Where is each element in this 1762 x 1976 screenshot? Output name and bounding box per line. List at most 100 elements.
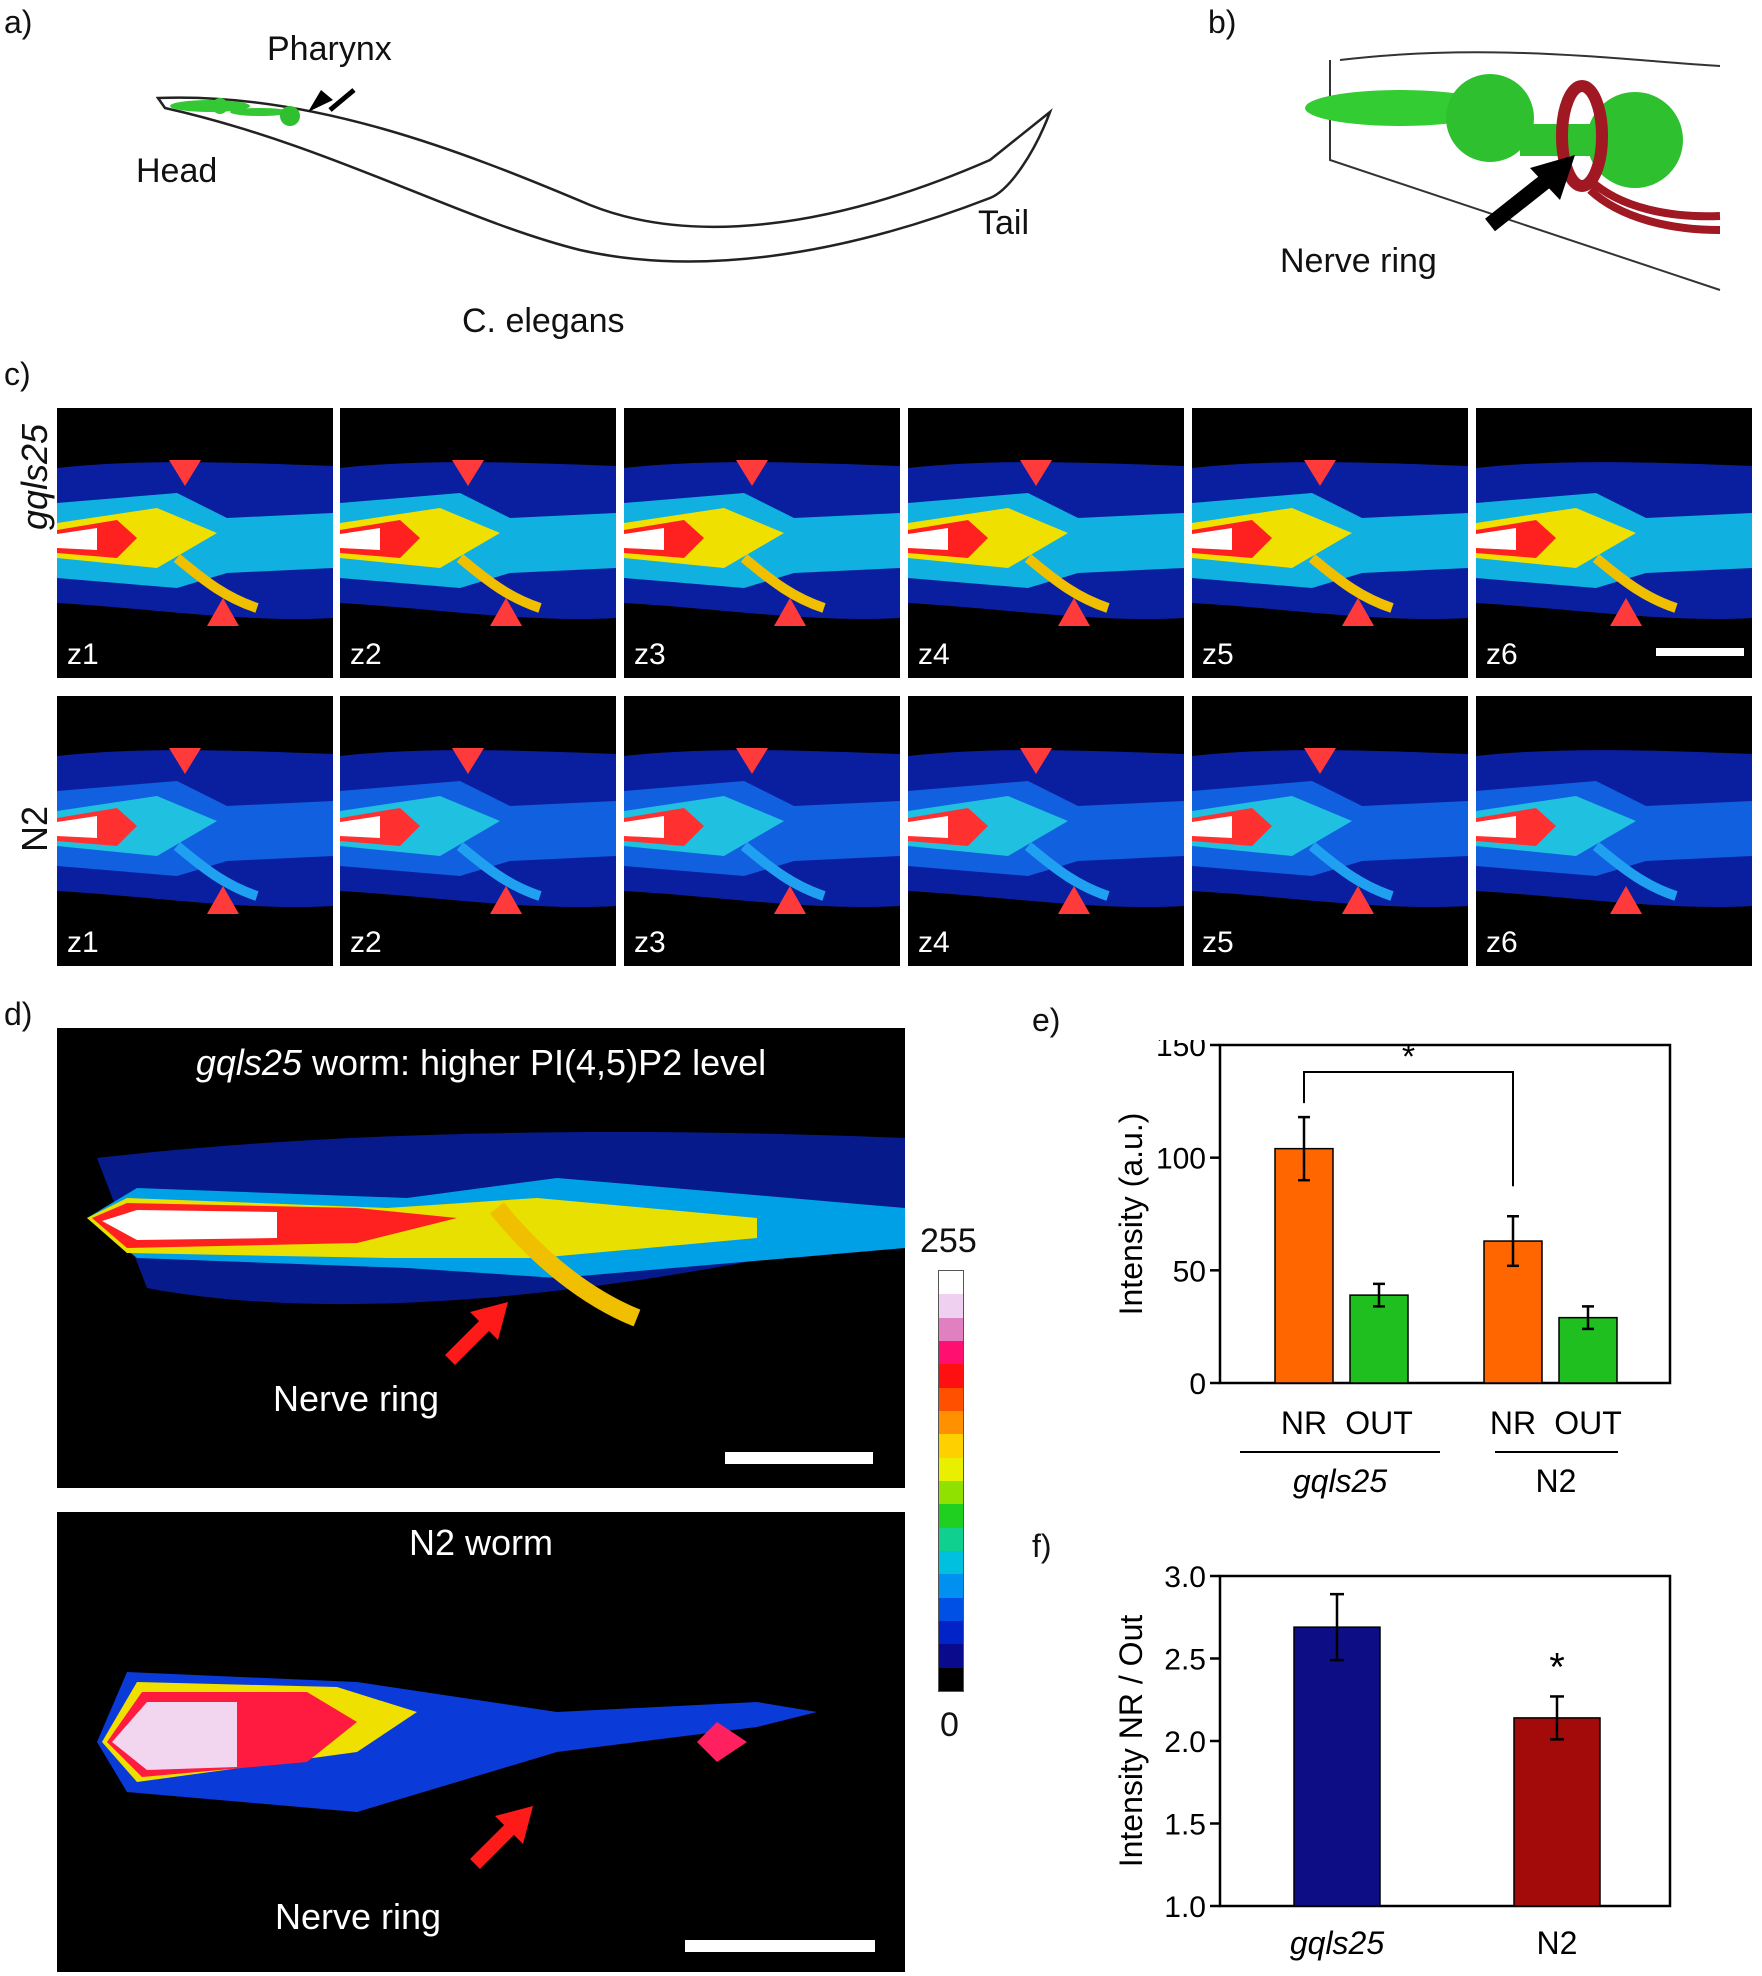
n2-image-title: N2 worm	[408, 1522, 554, 1563]
y-axis-label: Intensity (a.u.)	[1113, 1113, 1149, 1316]
pharynx-shape	[170, 98, 300, 126]
panel-c-letter: c)	[4, 356, 31, 392]
x-tick-label: NR	[1281, 1405, 1327, 1441]
colorbar-step	[939, 1574, 963, 1599]
zslice-image	[340, 748, 616, 914]
nerve-ring-schematic	[1305, 51, 1721, 291]
zslice-n2-z6: z6	[1476, 696, 1752, 966]
plot-frame	[1218, 1043, 1672, 1385]
zslice-image	[908, 460, 1184, 626]
bar	[1349, 1294, 1409, 1384]
bar	[1274, 1147, 1334, 1384]
y-tick-label: 2.5	[1164, 1644, 1206, 1677]
worm-schematic	[155, 88, 1053, 263]
y-tick-label: 1.5	[1164, 1809, 1206, 1842]
zslice-gqls25-z4: z4	[908, 408, 1184, 678]
zslice-image	[1192, 460, 1468, 626]
y-axis-label: Intensity NR / Out	[1113, 1615, 1149, 1868]
gqls25-fluorescence	[87, 1132, 905, 1327]
colorbar-step	[939, 1387, 963, 1412]
pharynx-label: Pharynx	[267, 30, 392, 68]
colorbar	[938, 1270, 964, 1692]
panel-f-letter: f)	[1032, 1528, 1052, 1564]
y-tick-label: 100	[1156, 1143, 1206, 1176]
zslice-label: z2	[350, 638, 382, 671]
zslice-gqls25-z1: z1	[57, 408, 333, 678]
nerve-ring-arrow-bottom	[470, 1806, 533, 1869]
zslice-n2-z2: z2	[340, 696, 616, 966]
zslice-gqls25-z3: z3	[624, 408, 900, 678]
y-tick-label: 2.0	[1164, 1726, 1206, 1759]
colorbar-step	[939, 1551, 963, 1575]
colorbar-step	[939, 1294, 963, 1319]
zslice-label: z4	[918, 638, 950, 671]
colorbar-step	[939, 1317, 963, 1342]
zslice-gqls25-z2: z2	[340, 408, 616, 678]
colorbar-min-label: 0	[940, 1706, 959, 1744]
gqls25-worm-image: gqls25 worm: higher PI(4,5)P2 level Nerv…	[57, 1028, 905, 1488]
y-tick-label: 1.0	[1164, 1891, 1206, 1924]
nerve-ring-label-b: Nerve ring	[1280, 242, 1437, 280]
nerve-ring-label-top: Nerve ring	[273, 1378, 440, 1419]
zslice-label: z5	[1202, 926, 1234, 959]
panel-b-letter: b)	[1208, 4, 1237, 40]
zslice-gqls25-z5: z5	[1192, 408, 1468, 678]
zslice-n2-z5: z5	[1192, 696, 1468, 966]
significance-bracket	[1303, 1071, 1514, 1187]
zslice-image	[624, 460, 900, 626]
chart-f: 1.0 1.5 2.0 2.5 3.0 Intensity NR / Out gqls25 N…	[1113, 1561, 1672, 1961]
bar	[1513, 1717, 1601, 1907]
zslice-n2-z1: z1	[57, 696, 333, 966]
tail-label: Tail	[978, 204, 1030, 242]
significance-marker: *	[1549, 1645, 1565, 1689]
zslice-n2-z3: z3	[624, 696, 900, 966]
row-label-gqls25: gqls25	[14, 423, 55, 530]
zslice-image	[908, 748, 1184, 914]
colorbar-step	[939, 1341, 963, 1365]
panel-e-letter: e)	[1032, 1002, 1061, 1038]
colorbar-step	[939, 1457, 963, 1482]
plot-frame	[1218, 1574, 1672, 1908]
colorbar-step	[939, 1481, 963, 1505]
nerve-ring-arrow-top	[445, 1302, 508, 1365]
colorbar-step	[939, 1364, 963, 1389]
group-label: gqls25	[1293, 1463, 1388, 1499]
group-label: N2	[1536, 1463, 1577, 1499]
scale-bar-bottom	[685, 1940, 875, 1952]
n2-worm-image: N2 worm Nerve ring	[57, 1512, 905, 1972]
colorbar-step	[939, 1527, 963, 1552]
zslice-label: z5	[1202, 638, 1234, 671]
zslice-image	[1476, 750, 1752, 914]
zslice-image	[1192, 748, 1468, 914]
zslice-image	[624, 748, 900, 914]
y-tick-label: 0	[1189, 1368, 1206, 1401]
zslice-image	[57, 460, 333, 626]
organism-label: C. elegans	[462, 302, 625, 340]
y-tick-label: 150	[1156, 1040, 1206, 1063]
x-tick-label: gqls25	[1290, 1925, 1385, 1961]
colorbar-step	[939, 1621, 963, 1645]
colorbar-step	[939, 1597, 963, 1622]
colorbar-step	[939, 1434, 963, 1459]
gqls25-image-title: gqls25 worm: higher PI(4,5)P2 level	[195, 1042, 767, 1083]
colorbar-step	[939, 1644, 963, 1669]
zslice-image	[57, 748, 333, 914]
colorbar-step	[939, 1504, 963, 1529]
nerve-ring-label-bottom: Nerve ring	[275, 1896, 442, 1937]
colorbar-step	[939, 1411, 963, 1435]
zslice-gqls25-z6: z6	[1476, 408, 1752, 678]
scale-bar-top	[725, 1452, 873, 1464]
colorbar-max-label: 255	[920, 1222, 977, 1260]
zslice-label: z1	[67, 926, 99, 959]
head-label: Head	[136, 152, 218, 190]
zslice-label: z3	[634, 926, 666, 959]
zslice-n2-z4: z4	[908, 696, 1184, 966]
y-tick-label: 3.0	[1164, 1561, 1206, 1594]
zslice-label: z3	[634, 638, 666, 671]
n2-fluorescence	[97, 1632, 905, 1812]
zslice-label: z2	[350, 926, 382, 959]
zslice-label: z4	[918, 926, 950, 959]
zslice-label: z1	[67, 638, 99, 671]
chart-e: 0 50 100 150 Intensity (a.u.) NR OUT NR OUT gqls2…	[1113, 1040, 1672, 1499]
zslice-label: z6	[1486, 926, 1518, 959]
